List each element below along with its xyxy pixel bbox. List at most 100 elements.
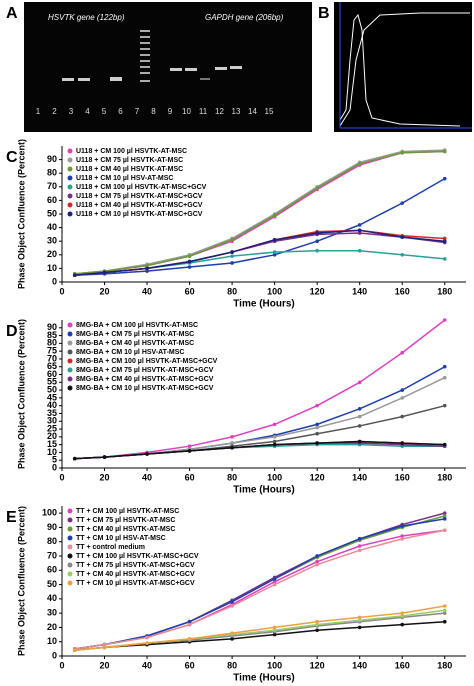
y-axis-label: Phase Object Confluence (Percent): [16, 139, 26, 289]
data-point: [187, 259, 192, 264]
legend-label: 8MG-BA + CM 100 µl HSVTK-AT-MSC: [76, 322, 198, 329]
data-point: [315, 186, 319, 190]
legend-label: U118 + CM 40 µl HSVTK-AT-MSC: [76, 166, 183, 173]
data-point: [230, 445, 234, 450]
data-point: [272, 439, 277, 444]
legend-label: 8MG-BA + CM 40 µl HSVTK-AT-MSC+GCV: [76, 376, 214, 383]
y-tick-label: 30: [47, 236, 57, 246]
data-point: [400, 201, 405, 205]
lane-number: 6: [118, 107, 123, 116]
data-point: [102, 645, 107, 650]
y-tick-label: 80: [47, 338, 57, 348]
legend-marker: [67, 526, 73, 532]
legend-marker: [67, 544, 73, 550]
lane-number: 10: [182, 107, 191, 116]
data-point: [315, 628, 319, 633]
data-point: [357, 625, 362, 630]
x-tick-label: 60: [185, 286, 195, 296]
y-tick-label: 65: [47, 361, 57, 371]
legend-label: TT + CM 75 µl HSVTK-AT-MSC: [76, 517, 175, 524]
data-point: [272, 435, 277, 439]
data-point: [315, 622, 319, 627]
lane-number: 15: [265, 107, 274, 116]
y-tick-label: 10: [47, 263, 57, 273]
y-tick-label: 5: [52, 455, 57, 465]
lane-number: 7: [135, 107, 140, 116]
legend-label: U118 + CM 40 µl HSVTK-AT-MSC+GCV: [76, 202, 203, 209]
y-tick-label: 90: [47, 322, 57, 332]
data-point: [230, 604, 234, 608]
data-point: [357, 248, 362, 253]
data-point: [315, 431, 319, 436]
data-point: [442, 608, 447, 613]
legend-marker: [67, 340, 73, 346]
y-tick-label: 80: [47, 168, 57, 178]
series-line: [74, 443, 445, 460]
legend-marker: [67, 175, 73, 181]
lane-number: 4: [85, 107, 90, 116]
data-point: [400, 151, 405, 155]
x-tick-label: 40: [142, 660, 152, 670]
data-point: [442, 442, 447, 447]
y-tick-label: 20: [47, 622, 57, 632]
lane-number: 2: [52, 107, 57, 116]
legend-marker: [67, 166, 73, 172]
data-point: [442, 176, 447, 181]
data-point: [272, 577, 277, 581]
legend-marker: [67, 508, 73, 514]
x-tick-label: 80: [227, 660, 237, 670]
data-point: [442, 239, 447, 243]
x-tick-label: 180: [437, 286, 452, 296]
data-point: [187, 622, 192, 627]
data-point: [272, 582, 277, 587]
lane-number: 14: [248, 107, 257, 116]
y-tick-label: 70: [47, 181, 57, 191]
series-line: [74, 177, 446, 276]
legend-label: U118 + CM 100 µl HSVTK-AT-MSC+GCV: [76, 184, 207, 191]
data-point: [102, 455, 107, 459]
data-point: [442, 517, 447, 521]
data-point: [315, 619, 319, 624]
data-point: [230, 250, 234, 254]
data-point: [442, 364, 447, 369]
data-point: [442, 403, 447, 408]
legend-marker: [67, 376, 73, 382]
legend-label: TT + CM 10 µl HSVTK-AT-MSC+GCV: [76, 580, 195, 587]
gel: [24, 2, 312, 132]
data-point: [357, 544, 362, 548]
y-tick-label: 10: [47, 447, 57, 457]
legend-label: TT + CM 75 µl HSVTK-AT-MSC+GCV: [76, 562, 195, 569]
x-tick-label: 160: [395, 286, 410, 296]
data-point: [315, 425, 319, 430]
data-point: [230, 261, 234, 265]
y-tick-label: 40: [47, 400, 57, 410]
curve: [339, 13, 461, 127]
y-tick-label: 30: [47, 416, 57, 426]
series-line: [74, 229, 445, 276]
legend-marker: [67, 157, 73, 163]
series-line: [74, 150, 445, 275]
data-point: [315, 403, 319, 408]
series-line: [74, 529, 445, 650]
x-tick-label: 140: [352, 286, 367, 296]
legend-label: TT + control medium: [76, 544, 145, 551]
data-point: [357, 223, 362, 227]
legend-label: 8MG-BA + CM 10 µl HSV-AT-MSC: [76, 349, 184, 356]
x-tick-label: 20: [100, 472, 110, 482]
legend-marker: [67, 517, 73, 523]
series-line: [74, 440, 445, 460]
legend-label: U118 + CM 10 µl HSV-AT-MSC: [76, 175, 173, 182]
data-point: [272, 628, 277, 633]
x-axis-label: Time (Hours): [233, 299, 295, 310]
data-point: [357, 618, 362, 623]
y-tick-label: 40: [47, 222, 57, 232]
panel-label: A: [6, 5, 18, 22]
legend-label: TT + CM 100 µl HSVTK-AT-MSC+GCV: [76, 553, 199, 560]
data-point: [187, 444, 192, 448]
data-point: [400, 611, 405, 615]
data-point: [400, 614, 405, 618]
x-tick-label: 60: [185, 472, 195, 482]
y-tick-label: 70: [47, 550, 57, 560]
data-point: [230, 435, 234, 439]
data-point: [400, 414, 405, 419]
